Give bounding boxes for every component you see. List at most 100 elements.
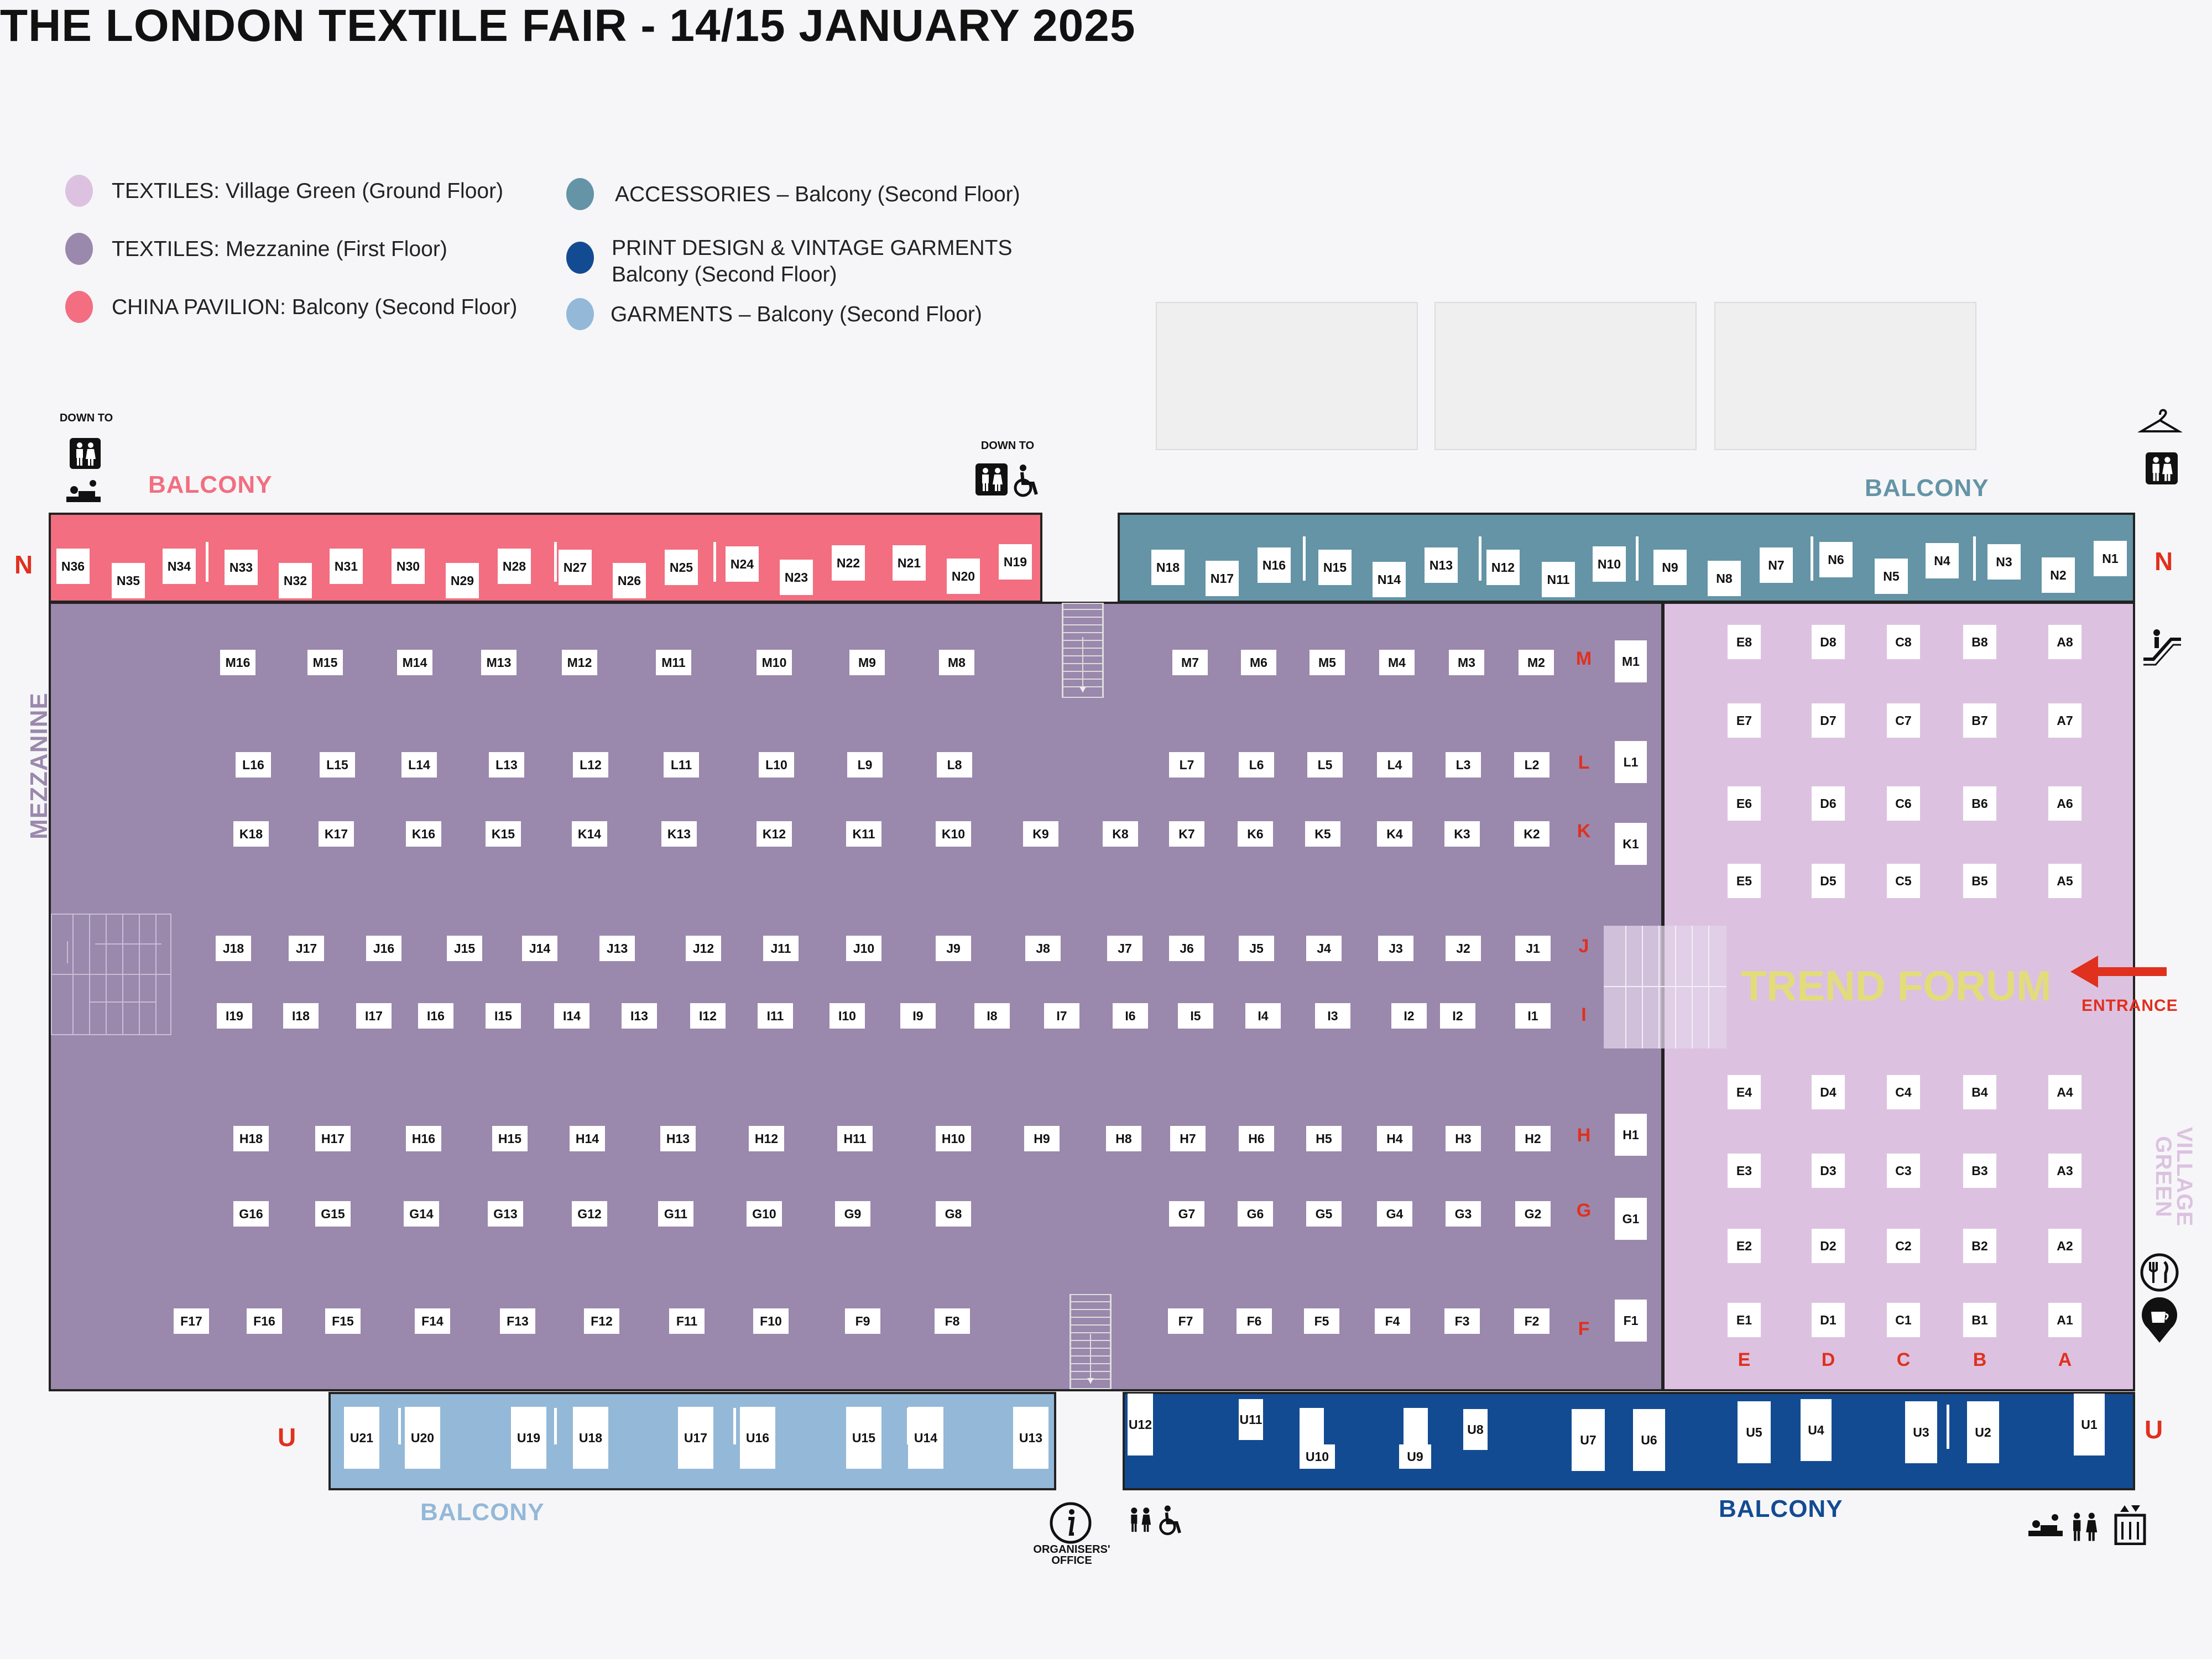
booth-n4[interactable]: N4 xyxy=(1926,543,1959,578)
booth-n2[interactable]: N2 xyxy=(2042,557,2075,593)
booth-k17[interactable]: K17 xyxy=(319,821,354,847)
booth-u9[interactable]: U9 xyxy=(1399,1444,1431,1469)
booth-n26[interactable]: N26 xyxy=(613,563,646,598)
booth-n28[interactable]: N28 xyxy=(498,549,531,584)
booth-u20[interactable]: U20 xyxy=(405,1407,440,1469)
booth-h7[interactable]: H7 xyxy=(1170,1126,1206,1151)
booth-g8[interactable]: G8 xyxy=(936,1201,971,1227)
booth-e5[interactable]: E5 xyxy=(1728,864,1761,898)
booth-b2[interactable]: B2 xyxy=(1963,1229,1996,1263)
booth-h5[interactable]: H5 xyxy=(1306,1126,1342,1151)
booth-m7[interactable]: M7 xyxy=(1172,650,1208,675)
booth-f10[interactable]: F10 xyxy=(753,1308,789,1334)
booth-m8[interactable]: M8 xyxy=(939,650,974,675)
booth-a6[interactable]: A6 xyxy=(2048,786,2081,821)
booth-b7[interactable]: B7 xyxy=(1963,703,1996,738)
booth-h15[interactable]: H15 xyxy=(492,1126,528,1151)
booth-u1[interactable]: U1 xyxy=(2074,1394,2105,1455)
booth-f13[interactable]: F13 xyxy=(500,1308,535,1334)
booth-k13[interactable]: K13 xyxy=(661,821,697,847)
booth-k9[interactable]: K9 xyxy=(1023,821,1058,847)
booth-h3[interactable]: H3 xyxy=(1446,1126,1481,1151)
booth-f15[interactable]: F15 xyxy=(325,1308,361,1334)
booth-n33[interactable]: N33 xyxy=(225,550,258,585)
booth-h9[interactable]: H9 xyxy=(1024,1126,1060,1151)
booth-j13[interactable]: J13 xyxy=(599,936,635,961)
booth-n29[interactable]: N29 xyxy=(446,563,479,598)
booth-d3[interactable]: D3 xyxy=(1812,1154,1845,1188)
booth-n24[interactable]: N24 xyxy=(726,546,759,582)
booth-c5[interactable]: C5 xyxy=(1887,864,1920,898)
booth-u10-block[interactable] xyxy=(1300,1408,1324,1447)
booth-l13[interactable]: L13 xyxy=(489,752,524,778)
booth-j18[interactable]: J18 xyxy=(216,936,251,961)
booth-h16[interactable]: H16 xyxy=(406,1126,441,1151)
booth-m16[interactable]: M16 xyxy=(220,650,255,675)
booth-f14[interactable]: F14 xyxy=(415,1308,450,1334)
booth-h8[interactable]: H8 xyxy=(1106,1126,1141,1151)
booth-l4[interactable]: L4 xyxy=(1377,752,1412,778)
booth-h17[interactable]: H17 xyxy=(315,1126,351,1151)
booth-i8[interactable]: I8 xyxy=(974,1003,1010,1029)
booth-u17[interactable]: U17 xyxy=(678,1407,713,1469)
booth-g14[interactable]: G14 xyxy=(404,1201,439,1227)
booth-m3[interactable]: M3 xyxy=(1449,650,1484,675)
booth-h12[interactable]: H12 xyxy=(749,1126,784,1151)
booth-e2[interactable]: E2 xyxy=(1728,1229,1761,1263)
booth-h13[interactable]: H13 xyxy=(660,1126,696,1151)
booth-l2[interactable]: L2 xyxy=(1514,752,1550,778)
booth-b8[interactable]: B8 xyxy=(1963,625,1996,659)
booth-d1[interactable]: D1 xyxy=(1812,1303,1845,1337)
booth-j7[interactable]: J7 xyxy=(1107,936,1142,961)
booth-g3[interactable]: G3 xyxy=(1446,1201,1481,1227)
booth-h2[interactable]: H2 xyxy=(1515,1126,1551,1151)
booth-e3[interactable]: E3 xyxy=(1728,1154,1761,1188)
booth-n18[interactable]: N18 xyxy=(1151,550,1185,585)
booth-k16[interactable]: K16 xyxy=(406,821,441,847)
booth-f7[interactable]: F7 xyxy=(1168,1308,1203,1334)
booth-b6[interactable]: B6 xyxy=(1963,786,1996,821)
booth-n36[interactable]: N36 xyxy=(56,549,90,584)
booth-u18[interactable]: U18 xyxy=(573,1407,608,1469)
booth-l3[interactable]: L3 xyxy=(1446,752,1481,778)
booth-a3[interactable]: A3 xyxy=(2048,1154,2081,1188)
booth-g15[interactable]: G15 xyxy=(315,1201,351,1227)
booth-u19[interactable]: U19 xyxy=(511,1407,546,1469)
booth-k18[interactable]: K18 xyxy=(233,821,269,847)
booth-f1[interactable]: F1 xyxy=(1615,1300,1647,1342)
booth-e8[interactable]: E8 xyxy=(1728,625,1761,659)
booth-n32[interactable]: N32 xyxy=(279,563,312,598)
booth-c3[interactable]: C3 xyxy=(1887,1154,1920,1188)
booth-l11[interactable]: L11 xyxy=(664,752,699,778)
booth-i10[interactable]: I10 xyxy=(830,1003,865,1029)
booth-k8[interactable]: K8 xyxy=(1103,821,1138,847)
booth-g2[interactable]: G2 xyxy=(1515,1201,1551,1227)
booth-f2[interactable]: F2 xyxy=(1514,1308,1550,1334)
booth-m11[interactable]: M11 xyxy=(656,650,691,675)
booth-n20[interactable]: N20 xyxy=(947,559,980,594)
booth-n12[interactable]: N12 xyxy=(1486,550,1520,585)
booth-n19[interactable]: N19 xyxy=(999,544,1032,580)
booth-k10[interactable]: K10 xyxy=(936,821,971,847)
booth-g1[interactable]: G1 xyxy=(1615,1198,1647,1240)
booth-u7[interactable]: U7 xyxy=(1572,1409,1605,1471)
booth-a8[interactable]: A8 xyxy=(2048,625,2081,659)
booth-n23[interactable]: N23 xyxy=(780,560,813,595)
booth-j16[interactable]: J16 xyxy=(366,936,401,961)
booth-h18[interactable]: H18 xyxy=(233,1126,269,1151)
booth-g10[interactable]: G10 xyxy=(747,1201,782,1227)
booth-e4[interactable]: E4 xyxy=(1728,1075,1761,1109)
booth-k6[interactable]: K6 xyxy=(1238,821,1273,847)
booth-l15[interactable]: L15 xyxy=(320,752,355,778)
booth-l6[interactable]: L6 xyxy=(1239,752,1274,778)
booth-i3[interactable]: I3 xyxy=(1315,1003,1350,1029)
booth-i1[interactable]: I1 xyxy=(1515,1003,1551,1029)
booth-h4[interactable]: H4 xyxy=(1377,1126,1412,1151)
booth-n27[interactable]: N27 xyxy=(559,550,592,585)
booth-m12[interactable]: M12 xyxy=(562,650,597,675)
booth-e1[interactable]: E1 xyxy=(1728,1303,1761,1337)
booth-d7[interactable]: D7 xyxy=(1812,703,1845,738)
booth-k12[interactable]: K12 xyxy=(757,821,792,847)
booth-g5[interactable]: G5 xyxy=(1306,1201,1342,1227)
booth-u16[interactable]: U16 xyxy=(740,1407,775,1469)
